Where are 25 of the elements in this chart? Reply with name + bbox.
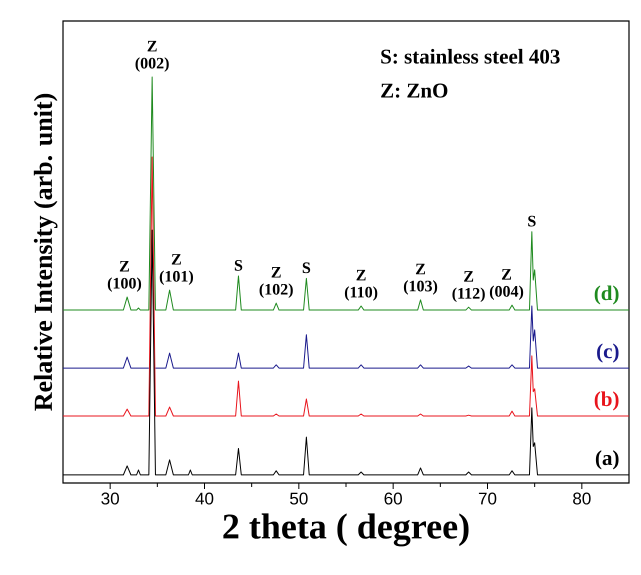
annotation: S (528, 216, 536, 226)
annotation: Z (101) (160, 254, 194, 285)
x-axis-title: 2 theta ( degree) (223, 513, 469, 546)
y-axis-title: Relative Intensity (arb. unit) (34, 94, 58, 411)
annotation: S (234, 260, 242, 271)
annotation: Z (112) (452, 271, 485, 302)
x-tick-label: 80 (573, 492, 591, 505)
annotation: Z (002) (136, 40, 169, 72)
series-label: (b) (594, 391, 619, 410)
annotation: S (302, 262, 310, 274)
annotation: Z: ZnO (381, 84, 448, 98)
annotation: Z (102) (260, 267, 293, 298)
annotation: Z (110) (344, 270, 378, 301)
series-label: (a) (596, 450, 619, 470)
series-label: (c) (597, 344, 619, 363)
text: S: stainless steel 403 (381, 48, 560, 64)
x-tick-label: 30 (101, 492, 119, 505)
annotation: Z (100) (108, 260, 142, 292)
x-tick-label: 70 (478, 492, 496, 505)
x-tick-label: 60 (384, 492, 402, 505)
annotation: Z (103) (404, 264, 438, 295)
x-tick-label: 40 (195, 492, 214, 505)
series-label: (d) (594, 285, 619, 305)
annotation: Z (004) (490, 269, 524, 300)
x-tick-label: 50 (290, 492, 308, 505)
